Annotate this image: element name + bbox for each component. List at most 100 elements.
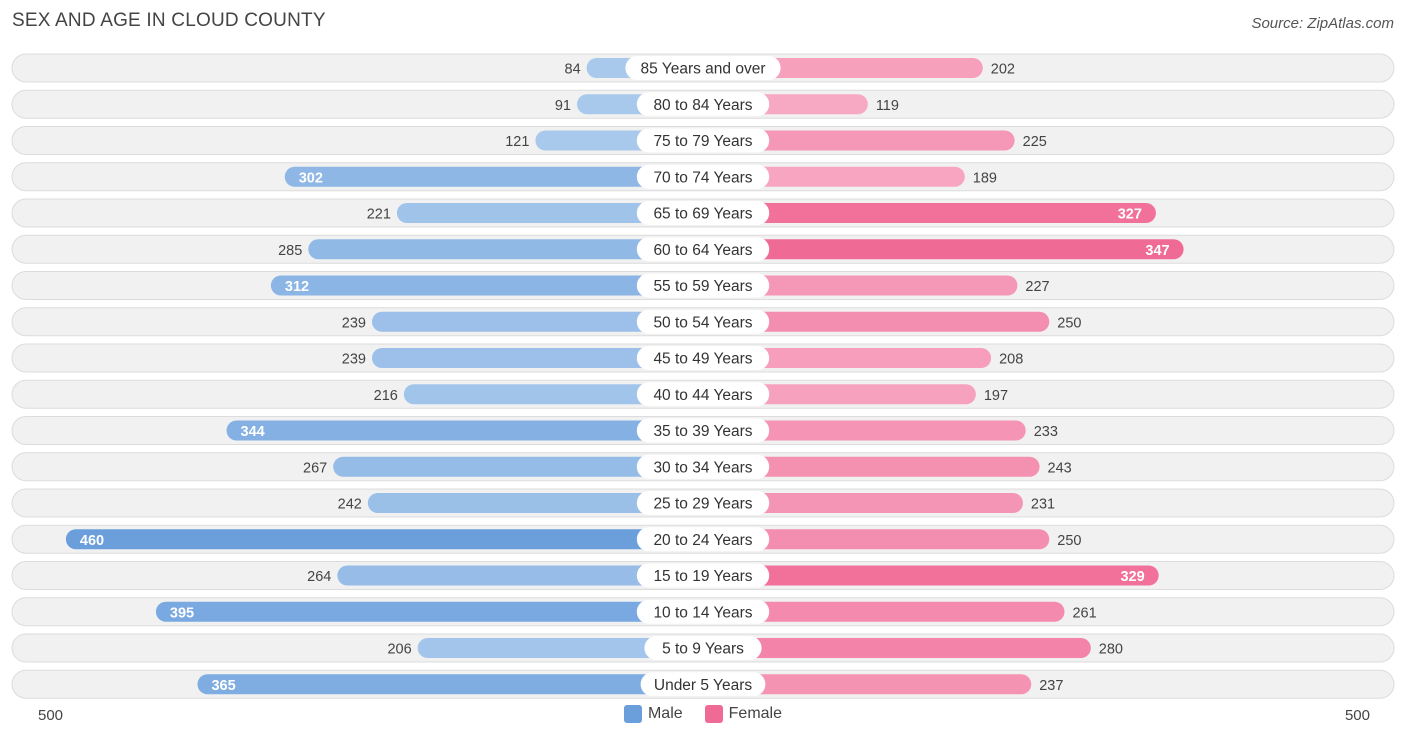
value-label-male: 239 [342,352,366,368]
category-label-bg [636,346,770,370]
value-label-male: 312 [285,279,309,295]
bar-female [703,601,1065,622]
legend-label-male: Male [647,705,683,722]
bar-male [270,275,703,296]
value-label-male: 344 [241,424,265,440]
category-label-bg [636,164,770,189]
value-label-female: 327 [1118,207,1142,223]
value-label-female: 243 [1048,460,1072,476]
bar-male [65,529,703,550]
bar-male [371,348,703,368]
bar-female [703,130,1015,151]
bar-male [367,493,703,513]
category-label: 65 to 69 Years [653,206,752,223]
category-label-bg [644,636,762,660]
chart-title: SEX AND AGE IN CLOUD COUNTY [12,10,326,31]
value-label-female: 189 [973,170,997,186]
value-label-male: 216 [374,388,398,404]
category-label-bg [636,92,770,117]
bar-female [703,311,1050,332]
value-label-female: 233 [1034,424,1058,440]
bar-female [703,239,1184,260]
category-label-bg [636,418,770,443]
category-label-bg [636,237,770,262]
category-label: 70 to 74 Years [653,169,752,186]
category-label-bg [636,309,770,334]
bar-female [703,565,1159,586]
axis-left-label: 500 [38,707,64,724]
bar-female [703,674,1032,695]
bar-male [417,638,703,658]
category-label: 60 to 64 Years [653,242,752,259]
category-label: 40 to 44 Years [653,387,752,404]
category-label-bg [636,201,770,225]
value-label-female: 261 [1072,605,1096,621]
value-label-female: 231 [1031,497,1055,513]
category-label: 10 to 14 Years [653,604,752,621]
bar-male [155,601,704,622]
bar-male [333,456,703,477]
value-label-male: 264 [307,569,331,585]
category-label: Under 5 Years [654,677,752,694]
category-label: 80 to 84 Years [653,97,752,114]
category-label: 15 to 19 Years [653,568,752,585]
value-label-female: 225 [1023,134,1047,150]
source-note: Source: ZipAtlas.com [1251,15,1394,32]
category-label: 75 to 79 Years [653,133,752,150]
category-label-bg [636,454,770,479]
bar-female [703,529,1050,550]
legend: Male Female [0,705,1406,723]
bar-male [396,203,703,223]
value-label-male: 267 [303,460,327,476]
value-label-female: 280 [1099,642,1123,658]
bar-male [284,166,703,187]
bar-male [371,311,703,332]
category-label: 85 Years and over [641,61,766,78]
legend-swatch-male [623,705,642,723]
axis-right-label: 500 [1344,707,1370,724]
value-label-male: 242 [338,497,362,513]
category-label-bg [636,563,770,588]
category-label: 5 to 9 Years [662,641,744,658]
legend-label-female: Female [728,705,783,722]
bar-female [703,203,1156,223]
category-label-bg [636,382,770,407]
value-label-male: 302 [299,170,323,186]
bar-female [703,638,1091,658]
category-label: 45 to 49 Years [653,351,752,368]
bar-male [308,239,703,260]
category-label: 55 to 59 Years [653,278,752,295]
category-label-bg [636,527,770,552]
bar-female [703,493,1023,513]
bar-female [703,348,992,368]
category-label: 30 to 34 Years [653,459,752,476]
bar-female [703,420,1026,441]
value-label-female: 237 [1039,678,1063,694]
value-label-female: 250 [1057,315,1081,331]
value-label-female: 227 [1025,279,1049,295]
category-label-bg [636,491,770,515]
value-label-female: 347 [1145,243,1169,259]
value-label-male: 460 [80,533,104,549]
bar-male [337,565,703,586]
bar-male [197,674,703,695]
value-label-male: 365 [211,678,235,694]
category-label: 25 to 29 Years [653,496,752,513]
bar-female [703,456,1040,477]
bar-female [703,275,1018,296]
category-label: 20 to 24 Years [653,532,752,549]
value-label-male: 239 [342,315,366,331]
value-label-female: 197 [984,388,1008,404]
legend-swatch-female [704,705,723,723]
category-label-bg [636,273,770,298]
value-label-male: 285 [278,243,302,259]
category-label-bg [636,599,770,624]
value-label-male: 84 [565,62,581,78]
legend-item-female: Female [704,705,783,723]
category-label-bg [625,56,781,80]
value-label-male: 91 [555,98,571,114]
value-label-male: 221 [367,207,391,223]
bar-male [403,384,703,405]
category-label: 50 to 54 Years [653,314,752,331]
bar-female [703,384,976,405]
